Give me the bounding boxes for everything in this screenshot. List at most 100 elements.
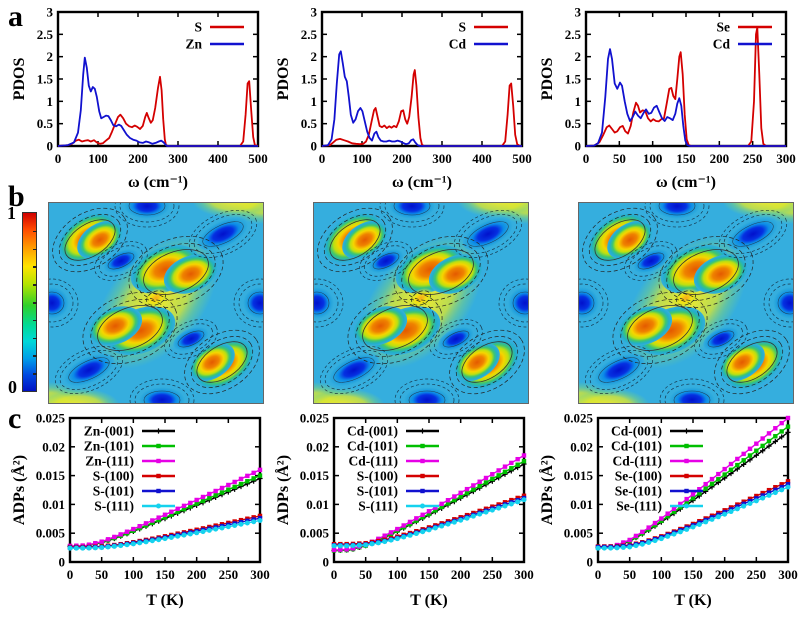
colorbar-tick: [33, 284, 37, 286]
svg-text:Zn: Zn: [185, 37, 202, 52]
colorbar: [22, 212, 37, 392]
svg-text:0.005: 0.005: [564, 526, 594, 541]
pdos-chart-zns: 0 100 200 300 400 500 0 0.5 1 1.5 2 2.5 3 ω (cm⁻¹) PDO…: [11, 5, 268, 192]
svg-text:1.5: 1.5: [301, 72, 318, 87]
svg-text:S-(100): S-(100): [93, 469, 134, 484]
svg-text:S-(111): S-(111): [94, 499, 134, 514]
svg-text:S-(101): S-(101): [93, 484, 134, 499]
svg-text:0.025: 0.025: [36, 411, 66, 426]
svg-text:1.5: 1.5: [37, 72, 54, 87]
svg-text:ADPs (Å²): ADPs (Å²): [10, 455, 28, 525]
svg-text:1: 1: [47, 94, 54, 109]
svg-text:ADPs (Å²): ADPs (Å²): [538, 455, 556, 525]
pdos-chart-cdse: 0 50 100 150 200 250 300 0 0.5 1 1.5 2 2.5 3 ω (cm⁻¹) P…: [539, 5, 796, 192]
svg-text:S: S: [458, 20, 466, 35]
svg-text:ω (cm⁻¹): ω (cm⁻¹): [392, 174, 452, 191]
svg-text:2.5: 2.5: [301, 27, 318, 42]
svg-text:50: 50: [623, 567, 636, 582]
svg-text:PDOS: PDOS: [539, 58, 556, 101]
svg-text:Se-(111): Se-(111): [616, 499, 662, 514]
svg-text:0.02: 0.02: [42, 439, 65, 454]
svg-text:0.005: 0.005: [300, 526, 330, 541]
svg-text:PDOS: PDOS: [11, 58, 28, 101]
svg-text:Zn-(001): Zn-(001): [84, 424, 134, 439]
svg-text:200: 200: [187, 567, 207, 582]
svg-text:0: 0: [323, 555, 330, 570]
svg-text:ω (cm⁻¹): ω (cm⁻¹): [656, 174, 716, 191]
panel-label-b: b: [8, 180, 25, 213]
svg-text:3: 3: [47, 5, 54, 20]
svg-text:400: 400: [472, 151, 492, 166]
svg-text:200: 200: [392, 151, 412, 166]
colorbar-tick: [33, 302, 37, 304]
panel-label-c: c: [8, 402, 22, 435]
svg-text:0.01: 0.01: [306, 497, 329, 512]
svg-text:Cd-(001): Cd-(001): [611, 424, 662, 439]
svg-text:0: 0: [67, 567, 74, 582]
svg-text:1.5: 1.5: [565, 72, 582, 87]
svg-text:PDOS: PDOS: [275, 58, 292, 101]
svg-text:0.015: 0.015: [36, 468, 66, 483]
svg-text:100: 100: [388, 567, 408, 582]
panel-label-a: a: [8, 0, 23, 33]
svg-text:Se-(100): Se-(100): [615, 469, 662, 484]
svg-text:0.015: 0.015: [300, 468, 330, 483]
svg-text:Cd-(101): Cd-(101): [611, 439, 662, 454]
svg-text:ADPs (Å²): ADPs (Å²): [274, 455, 292, 525]
svg-text:0.01: 0.01: [570, 497, 593, 512]
colorbar-tick: [33, 319, 37, 322]
svg-text:250: 250: [743, 151, 763, 166]
svg-text:Cd-(111): Cd-(111): [612, 454, 662, 469]
svg-text:ω (cm⁻¹): ω (cm⁻¹): [128, 174, 188, 191]
svg-text:0.015: 0.015: [564, 468, 594, 483]
svg-text:150: 150: [419, 567, 439, 582]
svg-text:Cd-(101): Cd-(101): [347, 439, 398, 454]
svg-text:0: 0: [59, 555, 66, 570]
svg-text:50: 50: [613, 151, 626, 166]
svg-text:S: S: [194, 20, 202, 35]
svg-text:100: 100: [352, 151, 372, 166]
elf-map-panel-1: [48, 202, 264, 404]
svg-text:2.5: 2.5: [37, 27, 54, 42]
svg-text:300: 300: [778, 567, 798, 582]
svg-text:0: 0: [595, 567, 602, 582]
svg-text:0.5: 0.5: [37, 116, 54, 131]
svg-text:0.5: 0.5: [565, 116, 582, 131]
svg-text:0.02: 0.02: [306, 439, 329, 454]
svg-text:300: 300: [514, 567, 534, 582]
svg-text:200: 200: [710, 151, 730, 166]
svg-text:S-(100): S-(100): [357, 469, 398, 484]
svg-text:Zn-(111): Zn-(111): [85, 454, 134, 469]
svg-text:S-(101): S-(101): [357, 484, 398, 499]
svg-text:0: 0: [575, 139, 582, 154]
svg-text:150: 150: [155, 567, 175, 582]
colorbar-tick: [33, 373, 37, 375]
svg-text:0.005: 0.005: [36, 526, 66, 541]
svg-text:500: 500: [512, 151, 532, 166]
svg-text:0: 0: [319, 151, 326, 166]
svg-text:300: 300: [432, 151, 452, 166]
svg-text:100: 100: [643, 151, 663, 166]
colorbar-tick: [33, 230, 37, 233]
colorbar-tick: [33, 266, 37, 268]
svg-text:T (K): T (K): [146, 592, 183, 609]
svg-text:T (K): T (K): [674, 592, 711, 609]
svg-text:Cd: Cd: [449, 37, 467, 52]
svg-text:0.025: 0.025: [564, 411, 594, 426]
svg-text:Zn-(101): Zn-(101): [84, 439, 134, 454]
svg-text:250: 250: [483, 567, 503, 582]
svg-text:S-(111): S-(111): [358, 499, 398, 514]
svg-text:0.5: 0.5: [301, 116, 318, 131]
svg-text:Se-(101): Se-(101): [615, 484, 662, 499]
svg-text:200: 200: [715, 567, 735, 582]
svg-text:400: 400: [208, 151, 228, 166]
svg-text:Cd-(111): Cd-(111): [348, 454, 398, 469]
svg-text:1: 1: [311, 94, 318, 109]
colorbar-max-label: 1: [7, 203, 16, 223]
svg-text:2: 2: [575, 49, 582, 64]
svg-text:50: 50: [359, 567, 372, 582]
svg-text:0.01: 0.01: [42, 497, 65, 512]
elf-map-panel-2: [313, 202, 529, 404]
svg-text:0: 0: [587, 555, 594, 570]
svg-text:500: 500: [248, 151, 268, 166]
